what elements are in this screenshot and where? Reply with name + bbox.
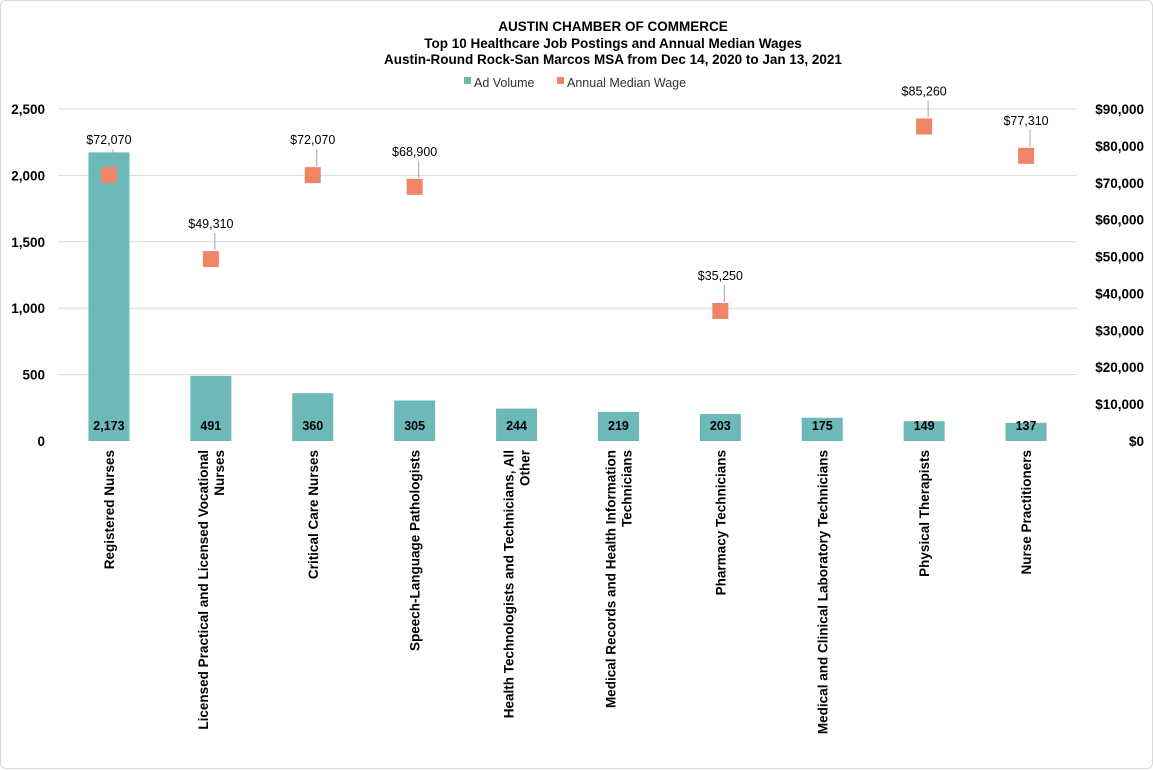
y-left-tick-label: 500 bbox=[22, 368, 45, 383]
x-category-label: Nurses bbox=[212, 450, 227, 496]
legend-swatch-ad-volume bbox=[464, 77, 471, 84]
bar bbox=[903, 421, 945, 441]
y-right-tick-label: $40,000 bbox=[1095, 286, 1144, 301]
x-category-label: Registered Nurses bbox=[102, 450, 117, 569]
legend-swatch-annual-median-wage bbox=[557, 77, 564, 84]
x-category-label: Nurse Practitioners bbox=[1019, 450, 1034, 575]
y-right-tick-label: $0 bbox=[1129, 434, 1144, 449]
bar bbox=[292, 393, 334, 441]
bar bbox=[699, 414, 741, 441]
wage-marker bbox=[100, 167, 117, 184]
wage-marker bbox=[406, 178, 423, 195]
x-category-label: Other bbox=[518, 449, 533, 486]
y-left-tick-label: 1,000 bbox=[11, 301, 45, 316]
x-category-label: Medical Records and Health Information bbox=[603, 450, 618, 708]
wage-marker bbox=[304, 167, 321, 184]
bar bbox=[597, 411, 639, 441]
wage-value-label: $85,260 bbox=[902, 84, 947, 98]
y-right-tick-label: $60,000 bbox=[1095, 213, 1144, 228]
wage-marker bbox=[1018, 147, 1035, 164]
bar bbox=[496, 408, 538, 441]
chart-title: AUSTIN CHAMBER OF COMMERCE bbox=[498, 19, 728, 34]
y-left-tick-label: 0 bbox=[37, 434, 45, 449]
bar-value-label: 244 bbox=[506, 419, 527, 433]
y-left-tick-label: 2,000 bbox=[11, 168, 45, 183]
wage-value-label: $77,310 bbox=[1003, 114, 1048, 128]
y-right-tick-label: $90,000 bbox=[1095, 102, 1144, 117]
x-category-label: Health Technologists and Technicians, Al… bbox=[502, 450, 517, 718]
wage-marker bbox=[202, 251, 219, 268]
y-right-tick-label: $20,000 bbox=[1095, 360, 1144, 375]
x-category-label: Technicians bbox=[619, 450, 634, 527]
bar-value-label: 175 bbox=[812, 419, 833, 433]
y-right-tick-label: $70,000 bbox=[1095, 176, 1144, 191]
legend-label-ad-volume: Ad Volume bbox=[474, 76, 535, 90]
bar-value-label: 219 bbox=[608, 419, 629, 433]
y-right-tick-label: $30,000 bbox=[1095, 323, 1144, 338]
bar-value-label: 2,173 bbox=[93, 419, 124, 433]
x-category-label: Speech-Language Pathologists bbox=[408, 450, 423, 651]
legend-label-annual-median-wage: Annual Median Wage bbox=[567, 76, 686, 90]
y-left-tick-label: 2,500 bbox=[11, 102, 45, 117]
wage-marker bbox=[916, 118, 933, 135]
y-right-tick-label: $10,000 bbox=[1095, 397, 1144, 412]
wage-value-label: $68,900 bbox=[392, 145, 437, 159]
bar-value-label: 491 bbox=[200, 419, 221, 433]
y-right-tick-label: $50,000 bbox=[1095, 250, 1144, 265]
y-left-tick-label: 1,500 bbox=[11, 235, 45, 250]
bar-value-label: 305 bbox=[404, 419, 425, 433]
wage-value-label: $35,250 bbox=[698, 269, 743, 283]
bar bbox=[1005, 422, 1047, 441]
wage-value-label: $49,310 bbox=[188, 217, 233, 231]
wage-value-label: $72,070 bbox=[86, 133, 131, 147]
x-category-label: Licensed Practical and Licensed Vocation… bbox=[196, 450, 211, 730]
chart-subtitle-line: Austin-Round Rock-San Marcos MSA from De… bbox=[384, 52, 842, 67]
bar bbox=[801, 417, 843, 441]
wage-marker bbox=[712, 302, 729, 319]
bar-value-label: 360 bbox=[302, 419, 323, 433]
x-category-label: Physical Therapists bbox=[917, 450, 932, 577]
bar bbox=[190, 375, 232, 441]
bar bbox=[394, 400, 436, 441]
x-category-label: Pharmacy Technicians bbox=[713, 450, 728, 595]
y-right-tick-label: $80,000 bbox=[1095, 139, 1144, 154]
wage-value-label: $72,070 bbox=[290, 133, 335, 147]
x-category-label: Medical and Clinical Laboratory Technici… bbox=[815, 450, 830, 734]
bar-value-label: 203 bbox=[710, 419, 731, 433]
bar bbox=[88, 152, 130, 441]
x-category-label: Critical Care Nurses bbox=[306, 450, 321, 579]
bar-value-label: 137 bbox=[1016, 419, 1037, 433]
bar-value-label: 149 bbox=[914, 419, 935, 433]
chart-subtitle-line: Top 10 Healthcare Job Postings and Annua… bbox=[424, 36, 802, 51]
